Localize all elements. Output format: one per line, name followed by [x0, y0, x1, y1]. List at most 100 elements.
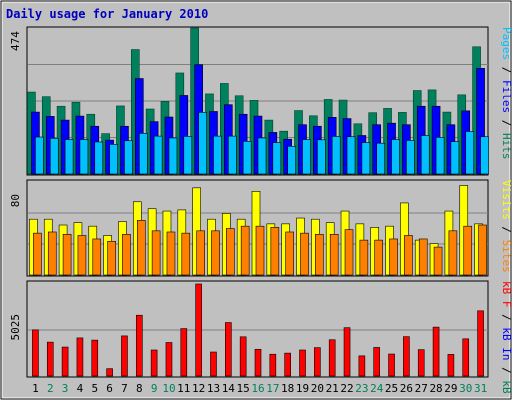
top-right-legend: Pages / Files / Hits	[500, 27, 512, 160]
day-label-25: 25	[385, 382, 398, 395]
chart-title: Daily usage for January 2010	[6, 7, 208, 21]
bar-sites-31	[478, 224, 487, 276]
bar-sites-27	[418, 238, 428, 276]
day-label-18: 18	[281, 382, 294, 395]
day-label-13: 13	[207, 382, 220, 395]
day-label-17: 17	[266, 382, 279, 395]
bar-pages-3	[64, 139, 74, 175]
bar-sites-15	[240, 225, 250, 276]
day-label-23: 23	[355, 382, 368, 395]
bar-sites-9	[151, 230, 161, 276]
bar-kb-f-7	[121, 335, 128, 377]
legend-separator: /	[500, 120, 512, 133]
day-label-2: 2	[47, 382, 54, 395]
bar-kb-f-22	[343, 327, 351, 377]
day-label-29: 29	[444, 382, 457, 395]
bar-sites-8	[136, 220, 146, 276]
day-label-15: 15	[237, 382, 250, 395]
bar-sites-14	[226, 228, 235, 276]
legend-kb-f: kB F	[500, 281, 512, 308]
bar-kb-f-2	[46, 341, 54, 377]
day-label-5: 5	[91, 382, 98, 395]
bottom-ymax-label: 5025	[9, 314, 22, 341]
bar-kb-f-3	[61, 346, 69, 377]
legend-separator: /	[500, 367, 512, 380]
bar-sites-22	[344, 229, 354, 276]
bar-pages-15	[242, 141, 252, 175]
legend-files: Files	[500, 80, 512, 113]
legend-separator: /	[500, 226, 512, 239]
bar-sites-11	[181, 232, 191, 276]
bar-pages-21	[331, 136, 341, 175]
bar-pages-19	[302, 139, 311, 175]
day-label-6: 6	[106, 382, 113, 395]
bar-pages-26	[406, 140, 415, 175]
day-label-22: 22	[340, 382, 353, 395]
bar-sites-24	[374, 239, 384, 276]
day-label-12: 12	[192, 382, 205, 395]
bar-pages-17	[272, 142, 282, 175]
legend-visits: Visits	[500, 180, 512, 220]
bar-sites-2	[47, 231, 57, 276]
bar-kb-f-27	[417, 349, 425, 377]
bar-sites-3	[62, 234, 72, 276]
day-label-10: 10	[162, 382, 175, 395]
bar-pages-16	[257, 137, 267, 175]
bar-sites-16	[255, 225, 265, 276]
bar-kb-f-19	[299, 349, 306, 377]
bar-kb-f-13	[210, 351, 217, 377]
bar-sites-21	[329, 234, 339, 276]
bar-pages-27	[420, 135, 430, 175]
bar-sites-6	[107, 240, 116, 276]
bar-sites-28	[433, 246, 443, 276]
day-label-28: 28	[429, 382, 442, 395]
bar-pages-28	[435, 137, 445, 175]
bar-kb-f-17	[269, 353, 277, 377]
bar-pages-4	[79, 139, 89, 175]
bar-kb-f-14	[225, 322, 232, 377]
bar-sites-20	[315, 234, 324, 276]
bar-pages-20	[317, 139, 326, 175]
day-label-8: 8	[136, 382, 143, 395]
bar-pages-13	[213, 135, 222, 175]
bar-pages-23	[361, 142, 371, 175]
bar-sites-5	[92, 238, 102, 276]
bar-pages-5	[94, 141, 104, 175]
bar-kb-f-18	[284, 352, 291, 377]
bar-kb-f-24	[373, 347, 381, 377]
bar-sites-26	[404, 235, 413, 276]
bar-kb-f-26	[403, 336, 410, 377]
top-ymax-label: 474	[9, 31, 22, 51]
bar-kb-f-6	[106, 368, 113, 377]
bar-pages-9	[153, 135, 163, 175]
day-label-11: 11	[177, 382, 190, 395]
bar-sites-19	[300, 232, 309, 276]
bar-sites-17	[270, 227, 280, 276]
bar-pages-10	[168, 137, 178, 175]
bar-kb-f-21	[328, 339, 336, 377]
day-label-20: 20	[311, 382, 324, 395]
bar-kb-f-23	[358, 355, 366, 377]
bar-kb-f-29	[447, 354, 455, 377]
legend-hits: Hits	[500, 133, 512, 160]
bar-sites-25	[389, 238, 398, 276]
middle-right-legend: Visits / Sites	[500, 180, 512, 273]
bar-sites-4	[77, 235, 87, 276]
chart-marks: 1 2 3 4 5 6 7 8 9 10 11 12 13 14 15 16 17 18 19 20 21 22 23 24 2…	[27, 27, 489, 395]
legend-sites: Sites	[500, 240, 512, 273]
day-label-7: 7	[121, 382, 128, 395]
bar-kb-f-16	[254, 348, 262, 377]
bar-kb-f-5	[91, 339, 99, 377]
day-label-31: 31	[474, 382, 487, 395]
day-label-27: 27	[415, 382, 428, 395]
bar-pages-1	[35, 136, 44, 175]
day-label-19: 19	[296, 382, 309, 395]
bar-kb-f-15	[239, 336, 247, 377]
bar-sites-23	[359, 239, 369, 276]
bar-pages-6	[109, 144, 118, 175]
day-label-1: 1	[32, 382, 39, 395]
bar-kb-f-4	[76, 337, 84, 377]
day-label-9: 9	[151, 382, 158, 395]
legend-separator: /	[500, 314, 512, 327]
